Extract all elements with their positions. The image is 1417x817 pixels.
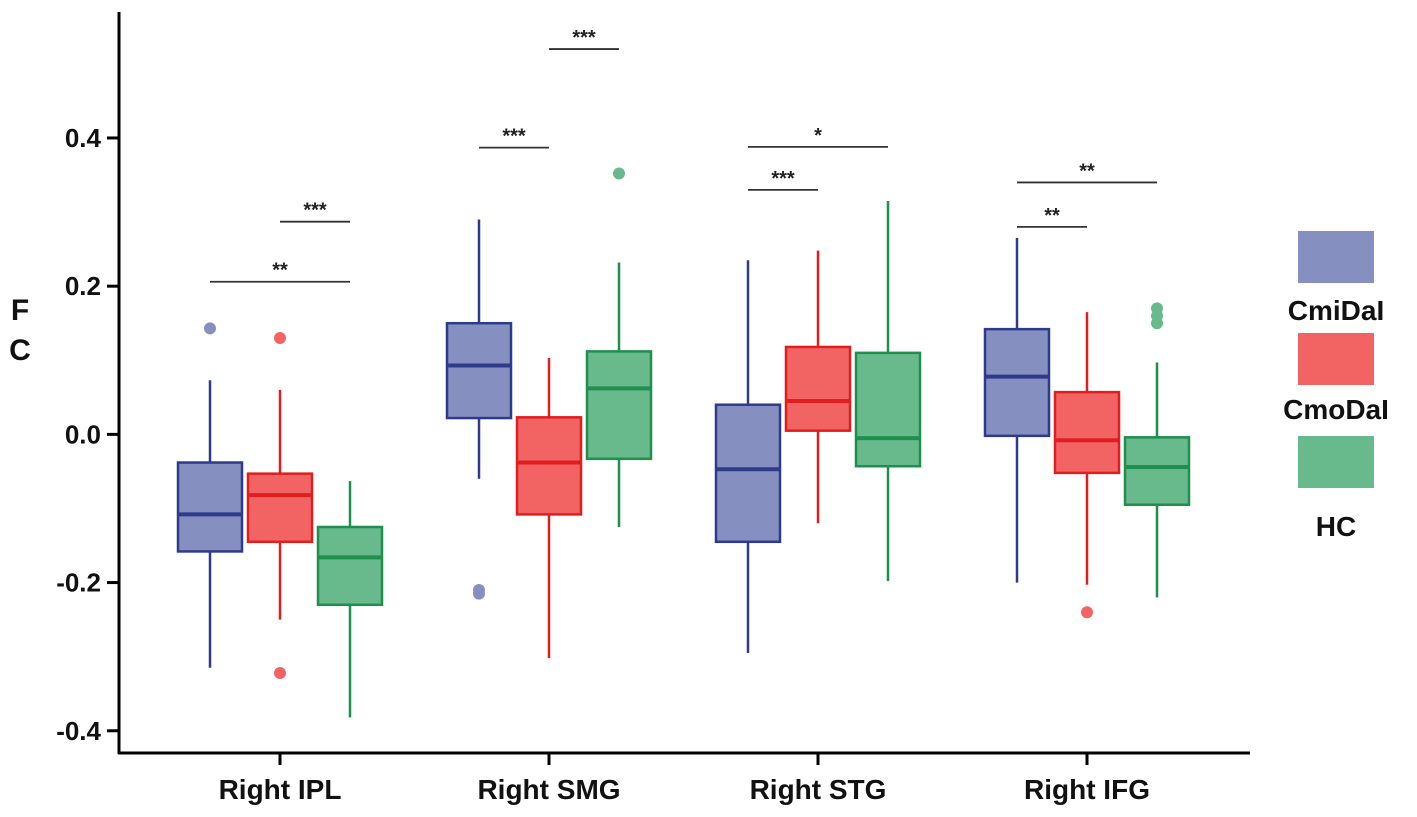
iqr-box xyxy=(1053,390,1121,475)
y-axis-label: FC xyxy=(9,294,31,367)
outlier-point xyxy=(204,322,216,335)
legend-swatch xyxy=(1298,436,1374,488)
y-axis-label-letter: F xyxy=(11,294,29,327)
x-ticks: Right IPL Right SMG Right STG Right IFG xyxy=(219,753,1150,805)
y-tick-label: -0.2 xyxy=(56,568,101,598)
iqr-box xyxy=(585,350,653,461)
significance-bracket: *** xyxy=(280,200,350,223)
y-tick-label: 0.2 xyxy=(65,271,101,301)
significance-bracket: *** xyxy=(549,27,619,50)
legend-entry-hc: HC xyxy=(1298,436,1374,542)
significance-label: ** xyxy=(1044,205,1060,227)
box-CmoDaI-right-smg xyxy=(515,358,583,659)
box-HC-right-ifg xyxy=(1123,302,1191,598)
significance-bracket: *** xyxy=(479,126,549,149)
iqr-box xyxy=(983,327,1051,438)
box-CmoDaI-right-stg xyxy=(784,250,852,524)
significance-label: *** xyxy=(303,200,327,222)
legend-label: CmiDaI xyxy=(1288,295,1384,326)
significance-bracket: *** xyxy=(748,168,818,191)
y-tick-label: -0.4 xyxy=(56,716,101,746)
significance-label: ** xyxy=(1079,160,1095,182)
box-CmiDaI-right-stg xyxy=(714,260,782,653)
box-CmoDaI-right-ifg xyxy=(1053,312,1121,619)
iqr-box xyxy=(1123,436,1191,507)
box-CmiDaI-right-ipl xyxy=(176,322,244,668)
legend: CmiDaI CmoDaI HC xyxy=(1283,231,1389,542)
legend-swatch xyxy=(1298,333,1374,385)
box-HC-right-stg xyxy=(854,200,922,582)
y-axis-label-letter: C xyxy=(9,334,31,367)
box-CmiDaI-right-ifg xyxy=(983,238,1051,583)
significance-bracket: ** xyxy=(210,260,350,283)
box-HC-right-ipl xyxy=(316,481,384,718)
outlier-point xyxy=(613,167,625,180)
box-CmoDaI-right-ipl xyxy=(246,332,314,679)
significance-label: * xyxy=(814,125,822,147)
iqr-box xyxy=(714,403,782,544)
iqr-box xyxy=(246,472,314,544)
outlier-point xyxy=(473,587,485,600)
iqr-box xyxy=(854,351,922,468)
legend-label: CmoDaI xyxy=(1283,394,1389,425)
boxes xyxy=(176,167,1191,718)
legend-entry-cmodai: CmoDaI xyxy=(1283,333,1389,425)
category-label: Right IPL xyxy=(219,774,342,805)
legend-entry-cmidai: CmiDaI xyxy=(1288,231,1384,326)
iqr-box xyxy=(316,525,384,607)
outlier-point xyxy=(1081,606,1093,619)
category-label: Right SMG xyxy=(477,774,620,805)
category-label: Right IFG xyxy=(1024,774,1150,805)
outlier-point xyxy=(1151,317,1163,330)
significance-bracket: ** xyxy=(1017,160,1157,184)
box-CmiDaI-right-smg xyxy=(445,219,513,600)
y-tick-label: 0.4 xyxy=(65,123,102,153)
significance-label: ** xyxy=(272,260,288,282)
outlier-point xyxy=(274,666,286,679)
y-ticks: 0.4 0.2 0.0 -0.2 -0.4 xyxy=(56,123,119,746)
iqr-box xyxy=(176,461,244,553)
significance-bracket: ** xyxy=(1017,205,1087,228)
outlier-point xyxy=(274,332,286,345)
legend-swatch xyxy=(1298,231,1374,283)
legend-label: HC xyxy=(1316,511,1356,542)
significance-label: *** xyxy=(502,126,526,148)
y-tick-label: 0.0 xyxy=(65,419,101,449)
box-HC-right-smg xyxy=(585,167,653,527)
significance-brackets: ******************* xyxy=(210,27,1157,283)
significance-label: *** xyxy=(771,168,795,190)
significance-label: *** xyxy=(572,27,596,49)
iqr-box xyxy=(784,345,852,432)
iqr-box xyxy=(515,416,583,516)
iqr-box xyxy=(445,321,513,420)
category-label: Right STG xyxy=(750,774,887,805)
significance-bracket: * xyxy=(748,125,888,148)
axes xyxy=(117,12,1250,755)
